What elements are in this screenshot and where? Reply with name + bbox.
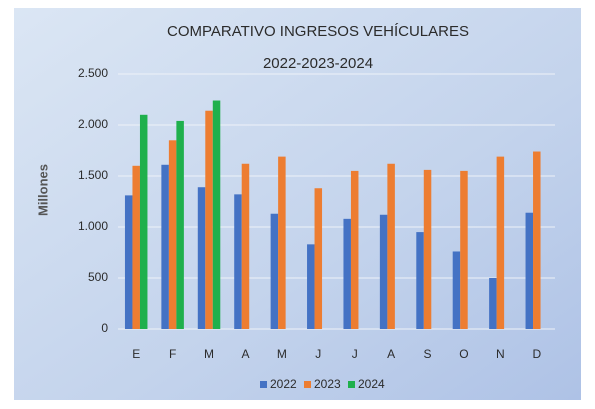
bar — [452, 251, 461, 329]
bar — [124, 195, 133, 329]
x-tick-label: F — [169, 347, 176, 361]
bar — [197, 187, 206, 329]
bar — [496, 156, 505, 329]
bar — [350, 170, 359, 329]
bar — [176, 120, 184, 329]
y-tick-label: 500 — [88, 270, 108, 284]
x-tick-label: S — [424, 347, 432, 361]
x-tick-label: M — [277, 347, 287, 361]
legend-swatch — [260, 381, 267, 388]
legend-swatch — [348, 381, 355, 388]
y-axis-label: Millones — [35, 164, 50, 216]
x-tick-label: E — [132, 347, 140, 361]
y-tick-label: 2.500 — [78, 66, 108, 80]
y-tick-label: 2.000 — [78, 117, 108, 131]
chart-background — [14, 8, 581, 400]
bar — [139, 114, 148, 329]
x-tick-label: J — [352, 347, 358, 361]
x-tick-label: A — [387, 347, 395, 361]
y-tick-label: 1.000 — [78, 219, 108, 233]
bar — [132, 165, 140, 329]
bar — [460, 170, 468, 329]
x-tick-label: N — [496, 347, 505, 361]
bar — [212, 100, 221, 330]
bar — [387, 163, 395, 329]
legend-label: 2022 — [270, 377, 297, 391]
bar — [278, 156, 286, 329]
legend-swatch — [304, 381, 311, 388]
bar — [423, 169, 432, 329]
x-tick-label: D — [532, 347, 541, 361]
bar — [205, 110, 213, 329]
x-tick-label: O — [459, 347, 468, 361]
bar — [314, 188, 323, 329]
bar — [343, 218, 351, 329]
legend-label: 2024 — [358, 377, 385, 391]
x-tick-label: M — [204, 347, 214, 361]
bar — [161, 164, 169, 329]
bar — [489, 278, 497, 329]
y-tick-label: 0 — [101, 321, 108, 335]
bar — [525, 212, 534, 329]
bar — [241, 163, 250, 329]
chart-title: COMPARATIVO INGRESOS VEHÍCULARES — [167, 23, 469, 40]
bar — [234, 194, 242, 329]
x-tick-label: J — [315, 347, 321, 361]
bar — [270, 213, 279, 329]
bar — [168, 140, 177, 329]
bar — [307, 244, 315, 329]
y-tick-label: 1.500 — [78, 168, 108, 182]
chart-subtitle: 2022-2023-2024 — [263, 55, 373, 72]
x-tick-label: A — [241, 347, 249, 361]
legend-label: 2023 — [314, 377, 341, 391]
bar — [416, 232, 424, 329]
bar — [533, 151, 541, 329]
bar — [379, 214, 388, 329]
